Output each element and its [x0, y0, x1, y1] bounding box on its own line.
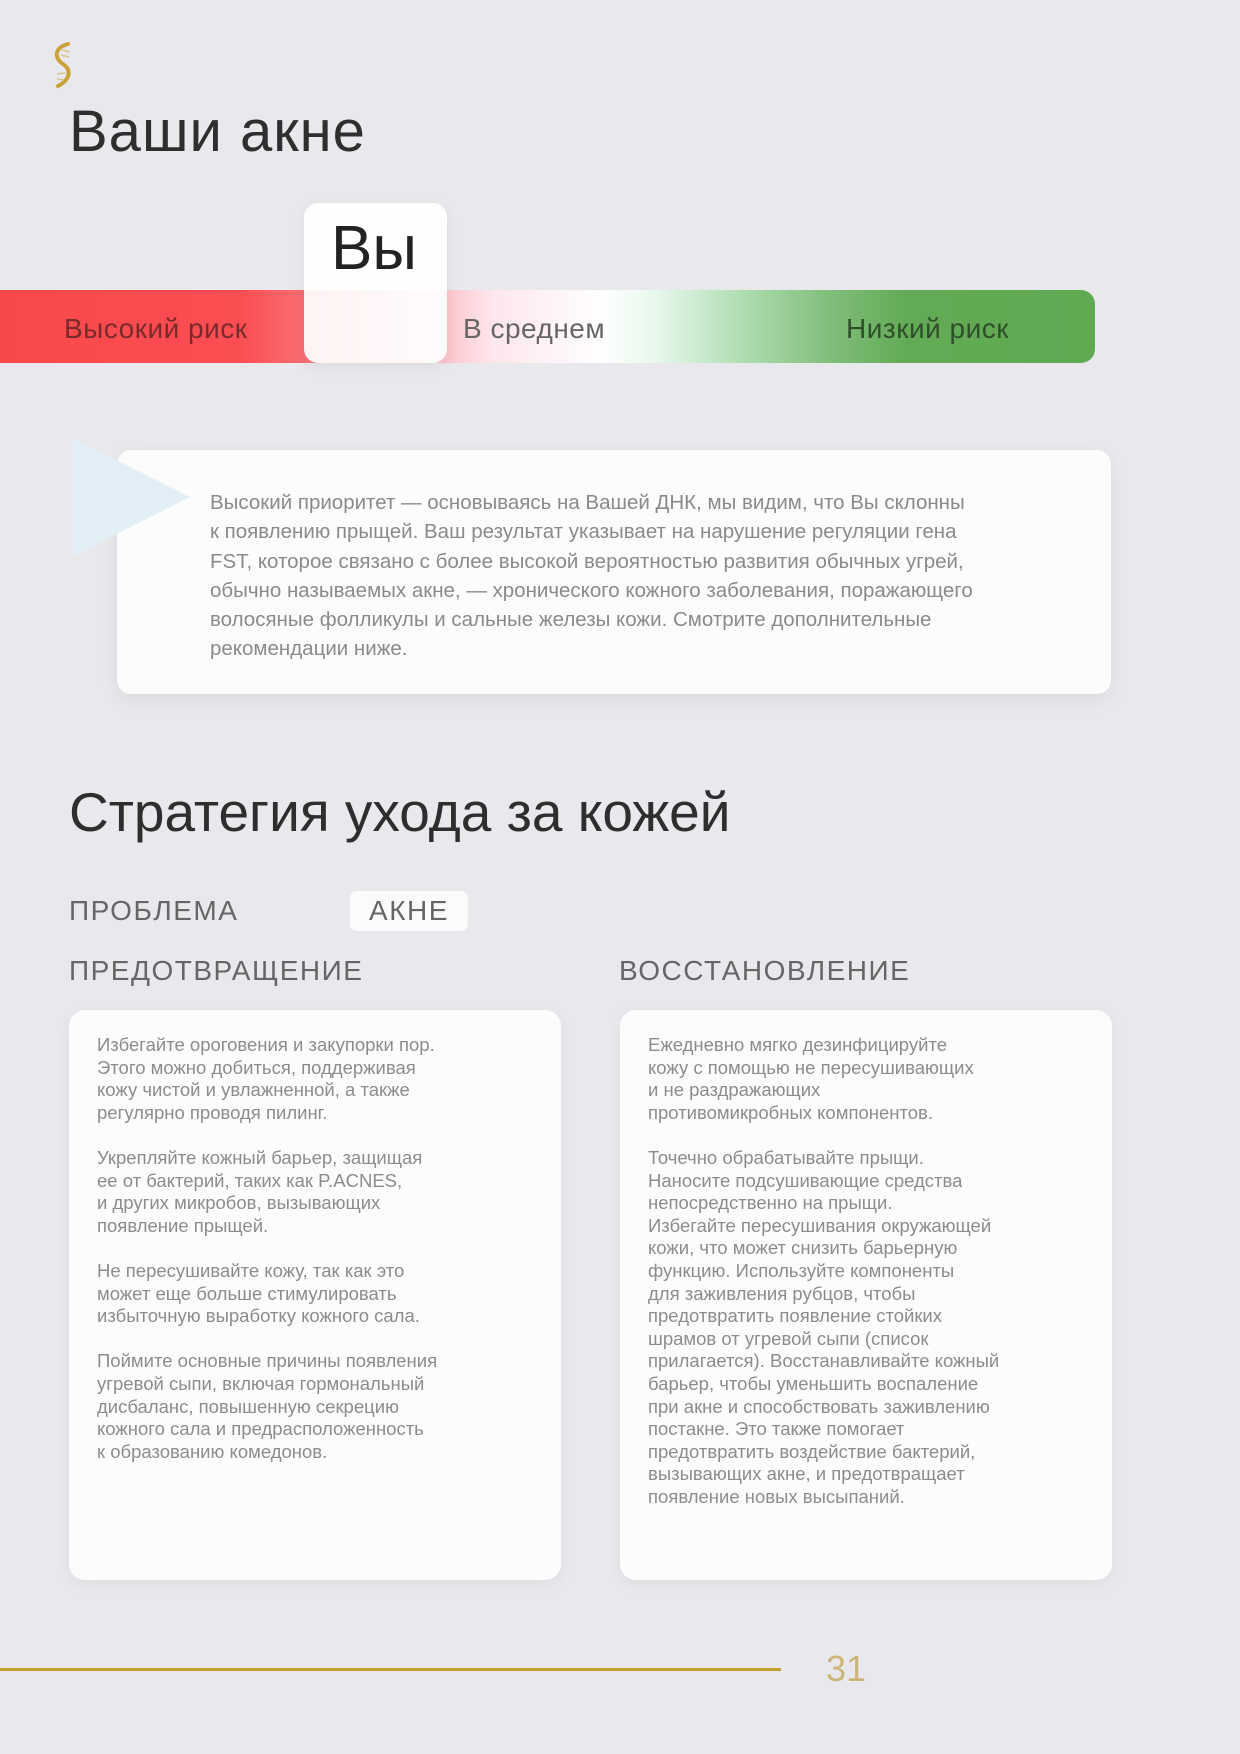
prevention-heading: ПРЕДОТВРАЩЕНИЕ	[69, 955, 364, 986]
risk-label-high: Высокий риск	[64, 313, 248, 344]
prevention-paragraph: Поймите основные причины появления угрев…	[97, 1350, 438, 1462]
summary-text: Высокий приоритет — основываясь на Вашей…	[210, 491, 973, 661]
risk-label-average: В среднем	[463, 313, 606, 344]
footer-divider	[0, 1668, 781, 1671]
risk-scale-bar	[0, 290, 1095, 363]
dna-helix-icon	[54, 42, 71, 88]
prevention-paragraph: Не пересушивайте кожу, так как это может…	[97, 1259, 420, 1327]
prevention-paragraph: Избегайте ороговения и закупорки пор. Эт…	[97, 1034, 435, 1123]
play-triangle-icon	[73, 438, 190, 556]
restoration-paragraph: Точечно обрабатывайте прыщи. Наносите по…	[648, 1146, 1000, 1507]
summary-card	[117, 450, 1111, 694]
page-number: 31	[826, 1648, 867, 1689]
you-marker: Вы	[304, 203, 447, 363]
section-title: Стратегия ухода за кожей	[69, 781, 731, 843]
restoration-paragraph: Ежедневно мягко дезинфицируйте кожу с по…	[648, 1034, 974, 1123]
you-marker-label: Вы	[331, 214, 417, 283]
risk-label-low: Низкий риск	[846, 313, 1009, 344]
problem-label: ПРОБЛЕМА	[69, 895, 239, 926]
restoration-card: Ежедневно мягко дезинфицируйте кожу с по…	[620, 1010, 1112, 1580]
prevention-paragraph: Укрепляйте кожный барьер, защищая ее от …	[97, 1146, 423, 1236]
problem-badge: АКНЕ	[350, 891, 468, 931]
prevention-card: Избегайте ороговения и закупорки пор. Эт…	[69, 1010, 561, 1580]
page-title: Ваши акне	[69, 99, 366, 164]
restoration-heading: ВОССТАНОВЛЕНИЕ	[619, 955, 911, 986]
